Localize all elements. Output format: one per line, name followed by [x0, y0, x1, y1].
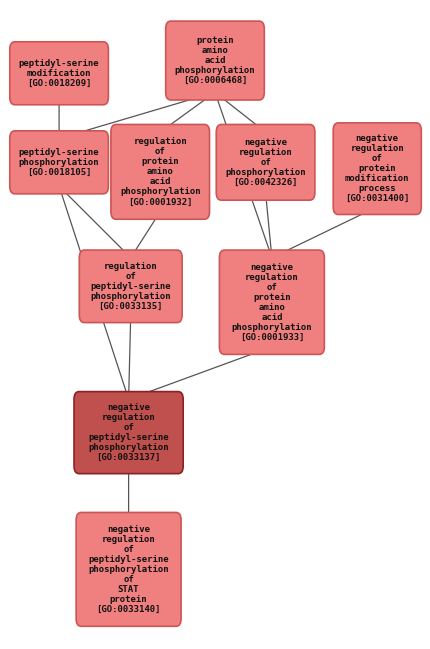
Text: protein
amino
acid
phosphorylation
[GO:0006468]: protein amino acid phosphorylation [GO:0…: [175, 36, 255, 85]
FancyBboxPatch shape: [111, 125, 209, 219]
FancyBboxPatch shape: [333, 123, 421, 214]
FancyBboxPatch shape: [79, 250, 182, 323]
Text: negative
regulation
of
peptidyl-serine
phosphorylation
[GO:0033137]: negative regulation of peptidyl-serine p…: [88, 403, 169, 462]
Text: peptidyl-serine
phosphorylation
[GO:0018105]: peptidyl-serine phosphorylation [GO:0018…: [19, 148, 99, 177]
FancyBboxPatch shape: [10, 42, 108, 104]
Text: negative
regulation
of
protein
modification
process
[GO:0031400]: negative regulation of protein modificat…: [345, 134, 409, 203]
Text: negative
regulation
of
peptidyl-serine
phosphorylation
of
STAT
protein
[GO:00331: negative regulation of peptidyl-serine p…: [88, 524, 169, 614]
FancyBboxPatch shape: [76, 513, 181, 626]
FancyBboxPatch shape: [74, 391, 183, 474]
Text: negative
regulation
of
protein
amino
acid
phosphorylation
[GO:0001933]: negative regulation of protein amino aci…: [232, 263, 312, 342]
Text: peptidyl-serine
modification
[GO:0018209]: peptidyl-serine modification [GO:0018209…: [19, 58, 99, 88]
FancyBboxPatch shape: [166, 21, 264, 100]
Text: negative
regulation
of
phosphorylation
[GO:0042326]: negative regulation of phosphorylation […: [225, 138, 306, 187]
FancyBboxPatch shape: [219, 250, 324, 354]
FancyBboxPatch shape: [216, 125, 315, 200]
FancyBboxPatch shape: [10, 131, 108, 194]
Text: regulation
of
protein
amino
acid
phosphorylation
[GO:0001932]: regulation of protein amino acid phospho…: [120, 137, 200, 206]
Text: regulation
of
peptidyl-serine
phosphorylation
[GO:0033135]: regulation of peptidyl-serine phosphoryl…: [90, 262, 171, 311]
